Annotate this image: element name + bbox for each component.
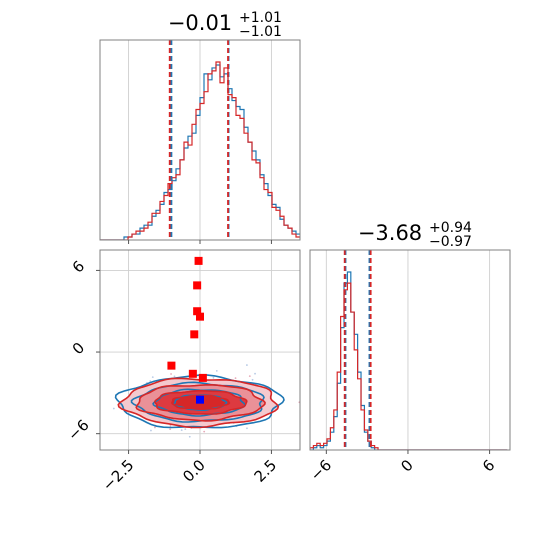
sample-point [215,369,218,372]
sample-point [248,375,251,378]
sample-point [112,407,115,410]
y-tick-label-param-2: 0 [69,339,88,358]
sample-markers [167,256,207,404]
x-tick-label-param-2: −6 [307,456,335,484]
sample-marker [167,361,176,370]
sample-point [180,429,183,431]
x-tick-label-param-1: 0.0 [179,456,209,486]
sample-point [246,364,248,366]
xticks-bottom-right: −6 0 6 [307,450,498,484]
quantile-lines-param-2 [343,250,372,450]
quantile-lines-param-1 [168,40,230,240]
sample-marker [196,312,204,321]
y-tick-label-param-2: −6 [64,416,92,444]
xticks-top-left [128,240,272,244]
sample-point [184,428,187,431]
sample-marker [190,330,199,339]
title-param-2-sub: −0.97 [429,234,472,250]
contour-line [135,383,266,422]
sample-point [251,378,254,381]
sample-marker [196,395,204,404]
histogram-param-2-panel: −6 0 6 −3.68 +0.94 −0.97 [307,220,511,484]
title-param-1-sup: +1.01 [239,10,282,26]
histogram-param-1-panel: −0.01 +1.01 −1.01 [99,10,301,244]
sample-point [173,375,176,378]
sample-point [169,428,172,431]
histogram-series-1 [310,271,508,450]
title-param-2-sup: +0.94 [429,220,472,236]
grid-p1 [325,250,491,450]
title-param-2: −3.68 [358,221,422,245]
sample-point [169,425,172,427]
x-tick-label-param-2: 6 [479,456,498,475]
axes-frame-bottom-right [309,249,511,451]
sample-marker [193,281,202,290]
contour-line [171,394,231,410]
sample-point [203,430,206,433]
sample-marker [188,369,197,378]
title-param-1-sub: −1.01 [239,24,282,40]
histogram-series-2 [100,61,300,240]
sample-point [234,377,237,380]
title-param-1: −0.01 [168,11,232,35]
sample-point [246,427,248,430]
sample-point [73,385,75,387]
ticks-bottom-left: −2.5 0.0 2.5 −6 0 6 [64,257,280,494]
grid-p0-top [128,40,272,240]
sample-point [151,376,154,379]
sample-marker [194,256,203,265]
histogram-series-2 [310,282,508,450]
x-tick-label-param-1: −2.5 [99,456,137,494]
sample-point [150,429,152,432]
sample-point [254,372,256,375]
sample-point [149,380,152,382]
x-tick-label-param-1: 2.5 [251,456,281,486]
x-tick-label-param-2: 0 [397,456,416,475]
contour-line [154,389,248,415]
sample-point [188,435,191,438]
sample-point [154,426,156,429]
density-2d-panel: −2.5 0.0 2.5 −6 0 6 [64,249,301,495]
contour-line [130,381,265,423]
y-tick-label-param-2: 6 [69,257,88,276]
sample-point [170,373,172,375]
sample-marker [198,373,207,382]
sample-point [212,376,215,379]
contour-line [117,377,280,429]
sample-marker [193,307,202,316]
